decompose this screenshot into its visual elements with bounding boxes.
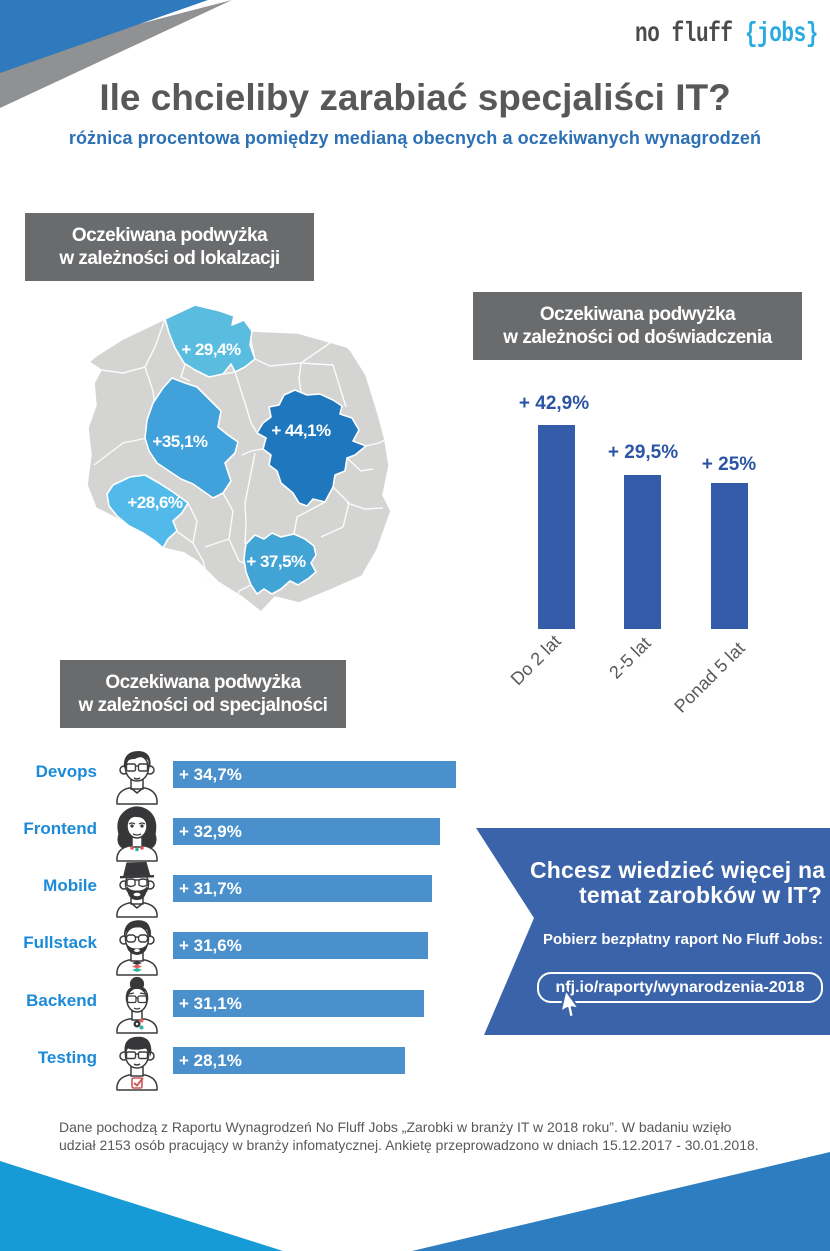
svg-text:+35,1%: +35,1%	[152, 432, 208, 451]
svg-text:+ 44,1%: + 44,1%	[271, 421, 331, 440]
svg-text:+ 29,4%: + 29,4%	[181, 340, 241, 359]
svg-text:+28,6%: +28,6%	[127, 493, 183, 512]
svg-text:+ 37,5%: + 37,5%	[246, 552, 306, 571]
